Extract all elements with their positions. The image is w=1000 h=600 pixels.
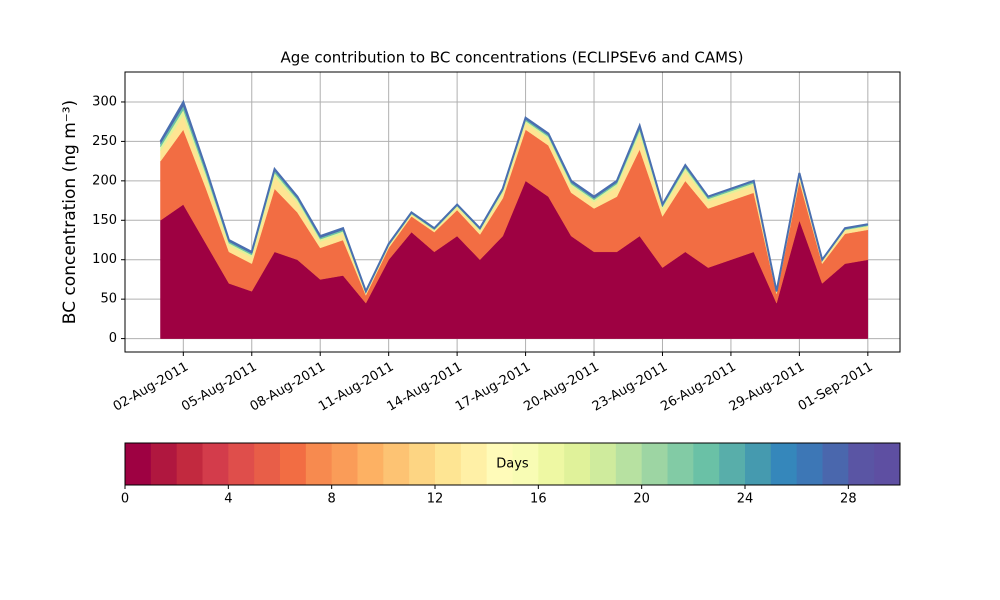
colorbar-tick-label: 16 (530, 492, 547, 507)
colorbar-swatch (874, 443, 901, 485)
y-tick-label: 250 (92, 134, 117, 149)
colorbar-swatch (770, 443, 798, 485)
colorbar-tick-label: 8 (328, 492, 336, 507)
colorbar-tick-label: 24 (737, 492, 754, 507)
colorbar-swatch (615, 443, 643, 485)
colorbar-swatch (228, 443, 255, 485)
colorbar-swatch (719, 443, 746, 485)
x-tick-label: 29-Aug-2011 (727, 360, 807, 415)
y-tick-label: 150 (92, 213, 117, 228)
colorbar-swatch (383, 443, 410, 485)
colorbar-swatch (176, 443, 203, 485)
y-tick-label: 200 (92, 173, 117, 188)
colorbar-swatch (125, 443, 152, 485)
y-tick-label: 300 (92, 94, 117, 109)
colorbar-swatch (538, 443, 565, 485)
colorbar-swatch (796, 443, 823, 485)
x-tick-label: 17-Aug-2011 (453, 360, 533, 415)
chart-title: Age contribution to BC concentrations (E… (281, 49, 744, 67)
colorbar-swatch (848, 443, 875, 485)
colorbar-tick-label: 0 (121, 492, 129, 507)
y-tick-label: 0 (109, 331, 117, 346)
colorbar-tick-label: 20 (633, 492, 650, 507)
colorbar-swatch (150, 443, 178, 485)
colorbar-swatch (745, 443, 772, 485)
colorbar-swatch (460, 443, 488, 485)
colorbar-swatch (667, 443, 694, 485)
colorbar-frame (124, 442, 901, 486)
colorbar-swatch (331, 443, 358, 485)
x-tick-label: 11-Aug-2011 (316, 360, 396, 415)
colorbar-tick-label: 4 (224, 492, 232, 507)
x-tick-label: 23-Aug-2011 (590, 360, 670, 415)
x-tick-label: 02-Aug-2011 (111, 360, 191, 415)
y-tick-label: 100 (92, 252, 117, 267)
x-tick-label: 08-Aug-2011 (248, 360, 328, 415)
x-tick-label: 05-Aug-2011 (179, 360, 259, 415)
y-axis-label: BC concentration (ng m⁻³) (60, 100, 80, 324)
colorbar-swatch (202, 443, 229, 485)
colorbar-swatch (280, 443, 307, 485)
outline (159, 99, 869, 294)
colorbar-swatch (590, 443, 617, 485)
colorbar-swatch (486, 443, 513, 485)
colorbar-swatch (693, 443, 720, 485)
colorbar-swatch (822, 443, 849, 485)
colorbar-swatch (564, 443, 591, 485)
colorbar-swatch (512, 443, 539, 485)
colorbar-swatch (357, 443, 384, 485)
colorbar-tick-label: 28 (840, 492, 857, 507)
plot-frame (124, 71, 901, 353)
colorbar-tick-label: 12 (427, 492, 444, 507)
y-tick-label: 50 (100, 292, 117, 307)
colorbar-swatch (254, 443, 281, 485)
colorbar-swatch (641, 443, 668, 485)
x-tick-label: 01-Sep-2011 (796, 360, 876, 415)
colorbar-swatch (305, 443, 333, 485)
colorbar-swatch (435, 443, 462, 485)
x-tick-label: 14-Aug-2011 (385, 360, 465, 415)
colorbar-label: Days (496, 457, 529, 472)
x-tick-label: 20-Aug-2011 (521, 360, 601, 415)
colorbar-swatch (409, 443, 436, 485)
x-tick-label: 26-Aug-2011 (658, 360, 738, 415)
